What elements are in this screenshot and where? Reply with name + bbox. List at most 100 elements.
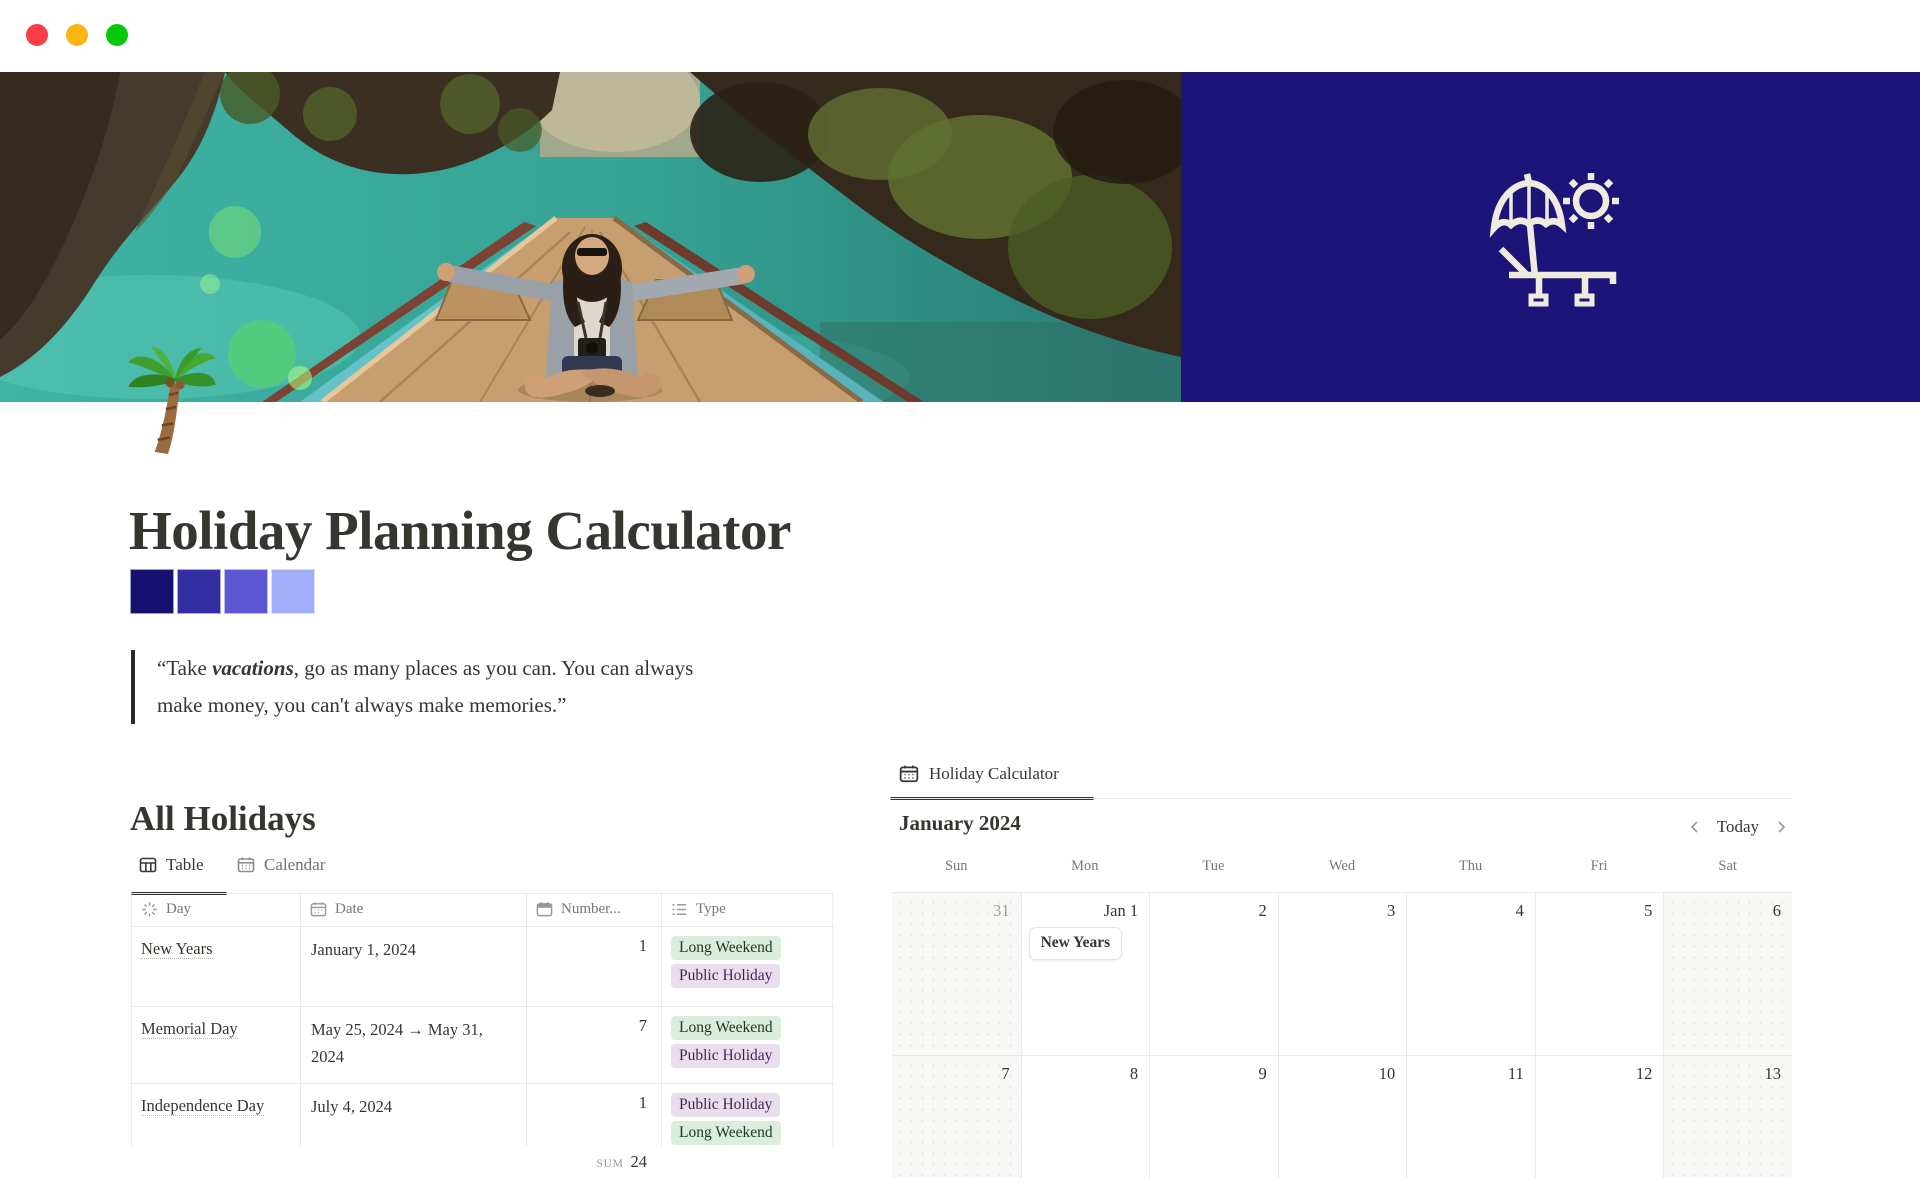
calendar-day-cell[interactable]: 10: [1277, 1056, 1407, 1178]
window-close-button[interactable]: [26, 24, 48, 46]
cell-date[interactable]: July 4, 2024: [300, 1084, 526, 1146]
calendar-week-row: 31 Jan 1 New Years 2 3 4 5: [892, 893, 1792, 1056]
calendar-month-label: January 2024: [899, 811, 1021, 835]
tab-holiday-calculator-label: Holiday Calculator: [929, 764, 1059, 783]
tag-long-weekend[interactable]: Long Weekend: [671, 1016, 781, 1040]
cell-date[interactable]: January 1, 2024: [300, 927, 526, 1006]
view-tabs: Table Calendar: [131, 843, 835, 895]
calendar-day-cell[interactable]: 13: [1663, 1056, 1792, 1178]
window-minimize-button[interactable]: [66, 24, 88, 46]
tab-holiday-calculator[interactable]: Holiday Calculator: [899, 764, 1059, 784]
column-header-date[interactable]: Date: [300, 893, 526, 926]
page-title[interactable]: Holiday Planning Calculator: [129, 499, 791, 561]
day-number: 8: [1129, 1064, 1139, 1083]
day-number: 10: [1378, 1064, 1396, 1083]
column-header-day-label: Day: [166, 901, 191, 917]
today-button[interactable]: Today: [1716, 817, 1759, 836]
tabbar-divider: [131, 893, 833, 894]
cell-date[interactable]: May 25, 2024 → May 31, 2024: [300, 1007, 526, 1083]
calendar-day-cell[interactable]: 2: [1149, 893, 1278, 1055]
cell-number[interactable]: 1: [526, 1084, 661, 1146]
quote-text-part2: , go as many places as you can. You can …: [157, 656, 694, 717]
day-number: Jan 1: [1103, 901, 1139, 920]
cell-number[interactable]: 1: [526, 927, 661, 1006]
cell-day[interactable]: Memorial Day: [131, 1007, 300, 1083]
tab-table-label: Table: [166, 855, 204, 874]
calendar-day-cell[interactable]: Jan 1 New Years: [1020, 893, 1150, 1055]
column-header-type-label: Type: [696, 901, 726, 917]
calendar-day-cell[interactable]: 31: [892, 893, 1021, 1055]
table-row[interactable]: Memorial Day May 25, 2024 → May 31, 2024…: [131, 1007, 835, 1084]
window-zoom-button[interactable]: [106, 24, 128, 46]
tag-public-holiday[interactable]: Public Holiday: [671, 964, 781, 988]
calendar-day-cell[interactable]: 11: [1406, 1056, 1535, 1178]
tag-long-weekend[interactable]: Long Weekend: [671, 1121, 781, 1145]
calendar-week-row: 7 8 9 10 11 12 13: [892, 1056, 1792, 1178]
cell-type[interactable]: Long Weekend Public Holiday: [661, 927, 833, 1006]
cell-day[interactable]: Independence Day: [131, 1084, 300, 1146]
day-number: 7: [1001, 1064, 1010, 1083]
cover-photo-illustration: [0, 72, 1181, 402]
calendar-day-cell[interactable]: 4: [1406, 893, 1535, 1055]
page-icon-palm-tree[interactable]: [126, 344, 218, 456]
chevron-left-icon[interactable]: [1688, 820, 1702, 834]
palette-swatch: [177, 569, 221, 614]
sum-calculation[interactable]: SUM 24: [131, 1152, 647, 1172]
holidays-table-view: Table Calendar Day: [131, 843, 835, 1182]
sum-value: 24: [630, 1152, 648, 1171]
weekday-label: Fri: [1590, 858, 1608, 874]
cell-number[interactable]: 7: [526, 1007, 661, 1083]
day-number: 31: [993, 901, 1010, 920]
calendar-day-cell[interactable]: 5: [1534, 893, 1664, 1055]
table-footer: SUM 24: [131, 1146, 835, 1182]
sum-label: SUM: [596, 1158, 624, 1170]
cell-type[interactable]: Long Weekend Public Holiday: [661, 1007, 833, 1083]
column-header-day[interactable]: Day: [131, 893, 300, 926]
calendar-weekday-header: Sun Mon Tue Wed Thu Fri Sat: [892, 858, 1792, 875]
tag-public-holiday[interactable]: Public Holiday: [671, 1044, 781, 1068]
calendar-icon: [237, 857, 255, 873]
column-header-type[interactable]: Type: [661, 893, 833, 926]
day-number: 13: [1764, 1064, 1781, 1083]
table-row[interactable]: New Years January 1, 2024 1 Long Weekend…: [131, 927, 835, 1007]
palette-swatch: [224, 569, 268, 614]
window-titlebar: [0, 0, 1920, 72]
page-link[interactable]: Memorial Day: [141, 1019, 238, 1039]
column-header-date-label: Date: [335, 901, 364, 917]
palette-swatch: [271, 569, 315, 614]
tag-long-weekend[interactable]: Long Weekend: [671, 936, 781, 960]
table-row[interactable]: Independence Day July 4, 2024 1 Public H…: [131, 1084, 835, 1146]
tab-calendar[interactable]: Calendar: [237, 855, 325, 875]
calendar-day-cell[interactable]: 9: [1149, 1056, 1278, 1178]
page-link[interactable]: New Years: [141, 939, 213, 959]
tag-public-holiday[interactable]: Public Holiday: [671, 1093, 781, 1117]
calendar-day-cell[interactable]: 3: [1277, 893, 1407, 1055]
tab-calendar-label: Calendar: [264, 855, 326, 874]
cell-type[interactable]: Public Holiday Long Weekend: [661, 1084, 833, 1146]
beach-lounge-umbrella-sun-icon: [1489, 173, 1619, 307]
day-number: 12: [1635, 1064, 1653, 1083]
weekday-label: Mon: [1071, 858, 1099, 874]
day-number: 6: [1772, 901, 1781, 920]
calendar-day-cell[interactable]: 6: [1663, 893, 1792, 1055]
burst-icon: [142, 902, 157, 917]
cover-photo: [0, 72, 1181, 402]
cover-accent-panel: [1181, 72, 1920, 402]
day-number: 9: [1258, 1064, 1267, 1083]
table-header-row: Day Date Number...: [131, 893, 835, 927]
palette-swatch: [130, 569, 174, 614]
page-cover[interactable]: [0, 72, 1920, 402]
tab-table[interactable]: Table: [139, 855, 204, 875]
quote-block[interactable]: “Take vacations, go as many places as yo…: [131, 650, 717, 724]
calendar-day-cell[interactable]: 7: [892, 1056, 1021, 1178]
cell-day[interactable]: New Years: [131, 927, 300, 1006]
chevron-right-icon[interactable]: [1774, 820, 1788, 834]
column-header-number[interactable]: Number...: [526, 893, 661, 926]
event-chip-new-years[interactable]: New Years: [1028, 927, 1123, 960]
tabbar-divider: [890, 798, 1792, 799]
calendar-day-cell[interactable]: 12: [1534, 1056, 1664, 1178]
day-number: 4: [1515, 901, 1524, 920]
page-link[interactable]: Independence Day: [141, 1096, 265, 1116]
calendar-day-cell[interactable]: 8: [1020, 1056, 1150, 1178]
section-heading-all-holidays: All Holidays: [130, 799, 316, 839]
